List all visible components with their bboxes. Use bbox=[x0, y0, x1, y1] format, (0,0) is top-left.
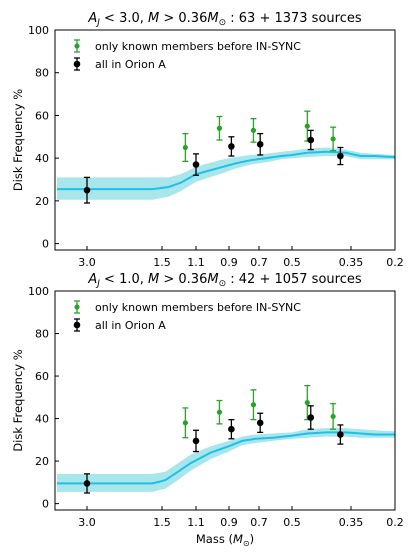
y-tick-label: 40 bbox=[35, 152, 49, 165]
confidence-band bbox=[57, 147, 395, 200]
legend: only known members before IN-SYNC all in … bbox=[73, 300, 301, 332]
x-axis-label: Mass (M⊙) bbox=[196, 532, 254, 548]
data-point bbox=[83, 186, 91, 194]
legend-label: all in Orion A bbox=[95, 58, 166, 71]
data-point bbox=[182, 420, 188, 426]
legend-marker bbox=[73, 321, 81, 329]
data-point bbox=[304, 400, 310, 406]
median-line bbox=[57, 150, 396, 191]
legend-marker bbox=[74, 43, 80, 49]
data-point bbox=[192, 437, 200, 445]
data-point bbox=[256, 140, 264, 148]
y-tick-label: 0 bbox=[42, 238, 49, 251]
x-tick-label: 1.5 bbox=[153, 256, 171, 269]
y-tick-label: 20 bbox=[35, 195, 49, 208]
x-tick-label: 1.5 bbox=[153, 516, 171, 529]
plot-frame bbox=[54, 29, 396, 251]
series-known-members bbox=[182, 384, 337, 439]
confidence-band bbox=[57, 428, 395, 492]
data-point bbox=[337, 431, 344, 438]
legend-label: only known members before IN-SYNC bbox=[95, 301, 301, 314]
legend-marker bbox=[74, 304, 80, 310]
y-tick-label: 80 bbox=[35, 328, 49, 341]
legend-marker bbox=[73, 60, 81, 68]
y-tick-label: 100 bbox=[28, 285, 49, 298]
x-tick-label: 0.9 bbox=[220, 256, 238, 269]
data-point bbox=[216, 409, 223, 415]
x-tick-label: 0.5 bbox=[283, 516, 301, 529]
y-tick-label: 80 bbox=[35, 67, 49, 80]
y-axis-label: Disk Frequency % bbox=[11, 349, 25, 451]
y-tick-label: 100 bbox=[28, 24, 49, 37]
data-point bbox=[304, 123, 310, 129]
data-point bbox=[250, 402, 257, 408]
x-tick-label: 3.0 bbox=[78, 256, 96, 269]
x-tick-label: 0.35 bbox=[339, 256, 364, 269]
y-axis-label: Disk Frequency % bbox=[11, 89, 25, 191]
data-point bbox=[337, 152, 344, 160]
y-tick-label: 60 bbox=[35, 109, 49, 122]
data-point bbox=[250, 127, 257, 133]
series-known-members bbox=[182, 110, 337, 163]
x-tick-label: 3.0 bbox=[78, 516, 96, 529]
data-point bbox=[256, 419, 264, 427]
legend-label: all in Orion A bbox=[95, 319, 166, 332]
plot-frame bbox=[54, 290, 396, 511]
chart-title: AJ < 3.0, M > 0.36M⊙ : 63 + 1373 sources bbox=[87, 11, 361, 28]
chart-panel-2: 0 20 40 60 80 100 3.0 1.5 1.1 0.9 0.7 0.5 0.35 0.2 Dis… bbox=[11, 272, 404, 548]
x-tick-label: 0.9 bbox=[220, 516, 238, 529]
data-point bbox=[228, 425, 235, 433]
x-tick-label: 0.2 bbox=[386, 256, 404, 269]
y-tick-label: 0 bbox=[42, 498, 49, 511]
x-tick-label: 0.7 bbox=[250, 516, 268, 529]
data-point bbox=[83, 480, 91, 487]
series-all-orion-a bbox=[83, 129, 344, 204]
legend-label: only known members before IN-SYNC bbox=[95, 40, 301, 53]
chart-title: AJ < 1.0, M > 0.36M⊙ : 42 + 1057 sources bbox=[87, 272, 361, 289]
data-point bbox=[330, 413, 336, 420]
median-line bbox=[57, 431, 395, 485]
x-tick-label: 0.5 bbox=[283, 256, 301, 269]
x-tick-label: 1.1 bbox=[187, 516, 205, 529]
x-tick-label: 0.2 bbox=[386, 516, 404, 529]
series-all-orion-a bbox=[83, 405, 344, 494]
data-point bbox=[330, 136, 336, 142]
x-tick-label: 0.7 bbox=[250, 256, 268, 269]
legend: only known members before IN-SYNC all in … bbox=[73, 39, 301, 71]
chart-panel-1: 0 20 40 60 80 100 3.0 1.5 1.1 0.9 0.7 0.5 0.35 0.2 Dis… bbox=[11, 11, 404, 269]
data-point bbox=[182, 144, 188, 151]
y-tick-label: 20 bbox=[35, 455, 49, 468]
data-point bbox=[307, 136, 315, 144]
y-tick-label: 40 bbox=[35, 413, 49, 426]
x-tick-label: 0.35 bbox=[339, 516, 364, 529]
data-point bbox=[307, 414, 315, 421]
data-point bbox=[228, 143, 235, 150]
x-tick-label: 1.1 bbox=[187, 256, 205, 269]
data-point bbox=[216, 125, 223, 131]
data-point bbox=[192, 161, 200, 168]
y-tick-label: 60 bbox=[35, 370, 49, 383]
